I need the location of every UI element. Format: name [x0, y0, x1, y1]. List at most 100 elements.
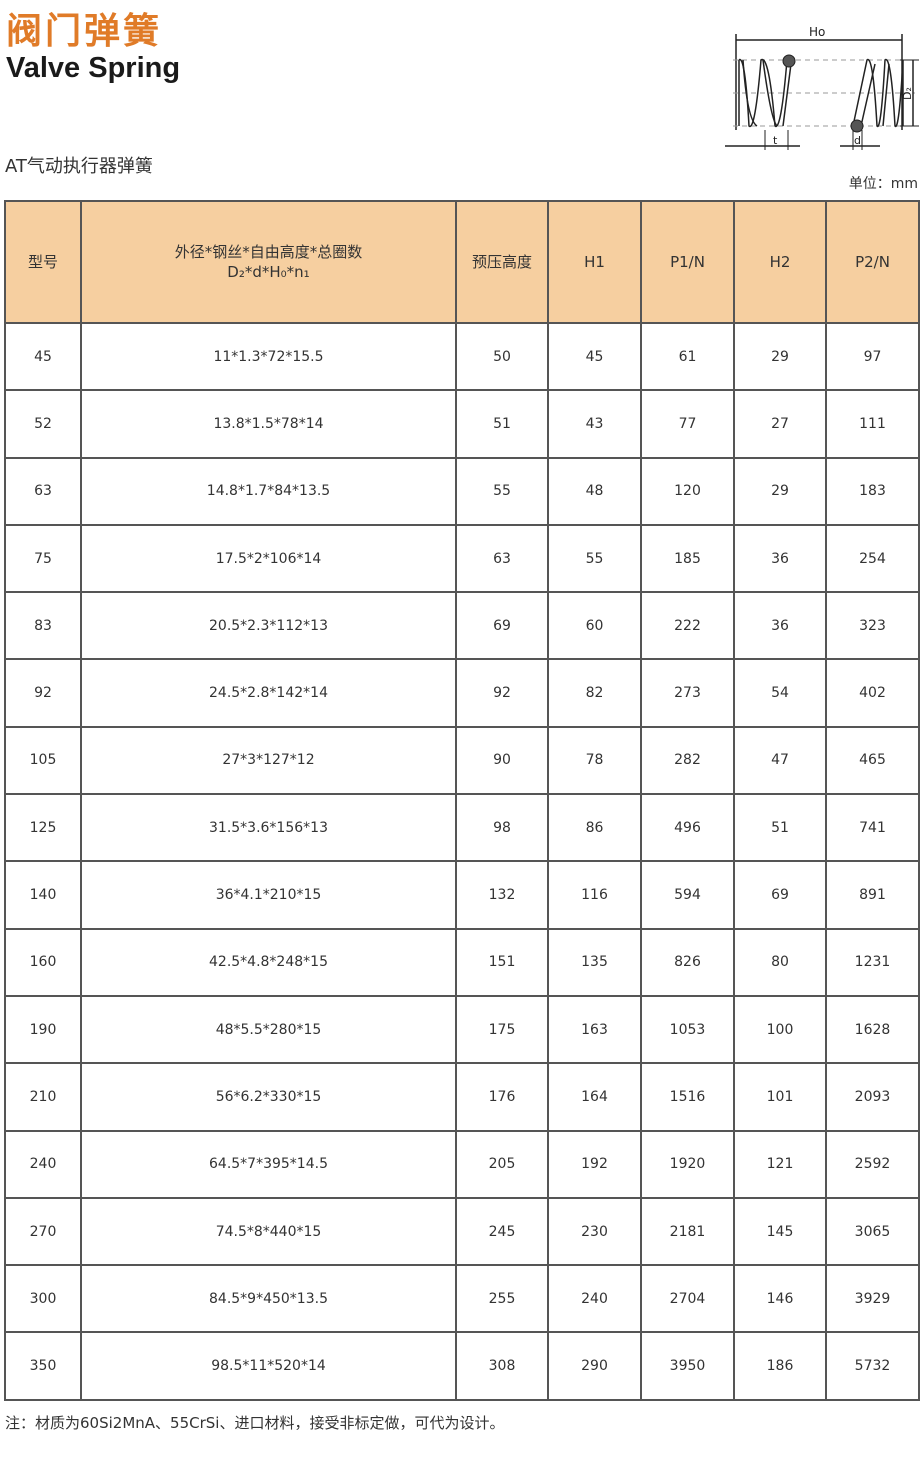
cell-model: 270 [4, 1196, 82, 1267]
cell-p1: 273 [640, 658, 735, 728]
cell-p2: 3929 [825, 1264, 920, 1334]
cell-dimensions: 84.5*9*450*13.5 [80, 1264, 457, 1334]
cell-h2: 101 [733, 1062, 827, 1132]
table-row: 45 11*1.3*72*15.5 50 45 61 29 97 [4, 321, 920, 392]
cell-p1: 222 [640, 591, 735, 661]
cell-model: 45 [4, 321, 82, 392]
col-preload-height: 预压高度 [455, 200, 549, 324]
col-p2: P2/N [825, 200, 920, 324]
table-row: 125 31.5*3.6*156*13 98 86 496 51 741 [4, 793, 920, 863]
cell-p1: 282 [640, 725, 735, 796]
cell-dimensions: 36*4.1*210*15 [80, 860, 457, 930]
spring-spec-table: 型号 外径*钢丝*自由高度*总圈数 D₂*d*H₀*n₁ 预压高度 H1 P1/… [4, 200, 920, 1401]
cell-preload-height: 69 [455, 591, 549, 661]
material-note: 注：材质为60Si2MnA、55CrSi、进口材料，接受非标定做，可代为设计。 [5, 1414, 505, 1432]
t-label: t [773, 134, 778, 147]
cell-p1: 1920 [640, 1129, 735, 1199]
cell-h2: 36 [733, 591, 827, 661]
cell-h1: 86 [547, 793, 642, 863]
cell-preload-height: 90 [455, 725, 549, 796]
cell-h1: 82 [547, 658, 642, 728]
cell-h2: 145 [733, 1196, 827, 1267]
table-row: 140 36*4.1*210*15 132 116 594 69 891 [4, 860, 920, 930]
cell-p1: 826 [640, 927, 735, 997]
section-subtitle: AT气动执行器弹簧 [5, 156, 153, 177]
cell-p2: 111 [825, 389, 920, 459]
cell-h1: 135 [547, 927, 642, 997]
cell-h2: 121 [733, 1129, 827, 1199]
cell-h1: 163 [547, 994, 642, 1065]
col-h2: H2 [733, 200, 827, 324]
table-row: 63 14.8*1.7*84*13.5 55 48 120 29 183 [4, 456, 920, 526]
cell-p2: 5732 [825, 1331, 920, 1401]
cell-dimensions: 17.5*2*106*14 [80, 523, 457, 594]
cell-p1: 496 [640, 793, 735, 863]
cell-h2: 27 [733, 389, 827, 459]
cell-dimensions: 13.8*1.5*78*14 [80, 389, 457, 459]
cell-model: 190 [4, 994, 82, 1065]
cell-p1: 3950 [640, 1331, 735, 1401]
cell-h1: 116 [547, 860, 642, 930]
d-label: d [854, 134, 861, 147]
cell-h2: 100 [733, 994, 827, 1065]
cell-h1: 48 [547, 456, 642, 526]
cell-preload-height: 55 [455, 456, 549, 526]
cell-p2: 1628 [825, 994, 920, 1065]
cell-h2: 186 [733, 1331, 827, 1401]
cell-p1: 594 [640, 860, 735, 930]
cell-dimensions: 74.5*8*440*15 [80, 1196, 457, 1267]
cell-h2: 146 [733, 1264, 827, 1334]
col-h1: H1 [547, 200, 642, 324]
cell-model: 125 [4, 793, 82, 863]
cell-p1: 185 [640, 523, 735, 594]
table-row: 92 24.5*2.8*142*14 92 82 273 54 402 [4, 658, 920, 728]
cell-model: 300 [4, 1264, 82, 1334]
page-title-en: Valve Spring [6, 52, 181, 84]
cell-model: 52 [4, 389, 82, 459]
col-model: 型号 [4, 200, 82, 324]
col-dimensions-formula: D₂*d*H₀*n₁ [227, 263, 310, 281]
cell-h1: 55 [547, 523, 642, 594]
cell-model: 160 [4, 927, 82, 997]
cell-p2: 3065 [825, 1196, 920, 1267]
cell-preload-height: 205 [455, 1129, 549, 1199]
cell-model: 240 [4, 1129, 82, 1199]
table-row: 270 74.5*8*440*15 245 230 2181 145 3065 [4, 1196, 920, 1267]
cell-h1: 60 [547, 591, 642, 661]
cell-p2: 465 [825, 725, 920, 796]
cell-p2: 741 [825, 793, 920, 863]
col-dimensions: 外径*钢丝*自由高度*总圈数 D₂*d*H₀*n₁ [80, 200, 457, 324]
cell-dimensions: 98.5*11*520*14 [80, 1331, 457, 1401]
cell-dimensions: 42.5*4.8*248*15 [80, 927, 457, 997]
cell-h2: 29 [733, 456, 827, 526]
cell-p2: 254 [825, 523, 920, 594]
cell-model: 210 [4, 1062, 82, 1132]
cell-h2: 80 [733, 927, 827, 997]
cell-preload-height: 132 [455, 860, 549, 930]
cell-dimensions: 24.5*2.8*142*14 [80, 658, 457, 728]
cell-h2: 51 [733, 793, 827, 863]
cell-p1: 1516 [640, 1062, 735, 1132]
cell-p2: 323 [825, 591, 920, 661]
cell-h1: 45 [547, 321, 642, 392]
cell-h1: 290 [547, 1331, 642, 1401]
table-row: 240 64.5*7*395*14.5 205 192 1920 121 2592 [4, 1129, 920, 1199]
cell-h2: 47 [733, 725, 827, 796]
cell-p2: 402 [825, 658, 920, 728]
cell-preload-height: 51 [455, 389, 549, 459]
cell-model: 75 [4, 523, 82, 594]
table-row: 210 56*6.2*330*15 176 164 1516 101 2093 [4, 1062, 920, 1132]
cell-preload-height: 245 [455, 1196, 549, 1267]
cell-model: 92 [4, 658, 82, 728]
table-row: 190 48*5.5*280*15 175 163 1053 100 1628 [4, 994, 920, 1065]
cell-p2: 1231 [825, 927, 920, 997]
cell-dimensions: 11*1.3*72*15.5 [80, 321, 457, 392]
cell-p1: 77 [640, 389, 735, 459]
col-dimensions-label: 外径*钢丝*自由高度*总圈数 [174, 243, 363, 261]
cell-preload-height: 255 [455, 1264, 549, 1334]
cell-preload-height: 92 [455, 658, 549, 728]
cell-preload-height: 98 [455, 793, 549, 863]
cell-dimensions: 64.5*7*395*14.5 [80, 1129, 457, 1199]
cell-model: 83 [4, 591, 82, 661]
cell-model: 140 [4, 860, 82, 930]
